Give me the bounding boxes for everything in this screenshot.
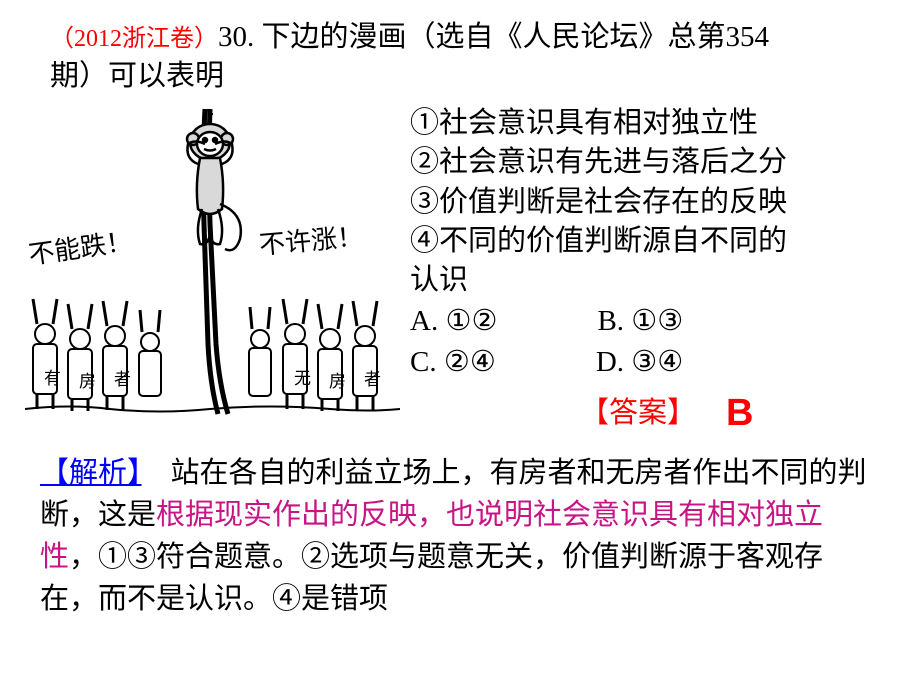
explanation-block: 【解析】 站在各自的利益立场上，有房者和无房者作出不同的判断，这是根据现实作出的… xyxy=(0,440,920,620)
svg-text:者: 者 xyxy=(364,370,381,389)
option-3: ③价值判断是社会存在的反映 xyxy=(410,183,910,222)
option-4b: 认识 xyxy=(410,261,910,300)
cartoon-right-shout: 不许涨！ xyxy=(258,222,364,260)
question-line1: 30. 下边的漫画（选自《人民论坛》总第354 xyxy=(218,21,769,53)
choice-b: B. ①③ xyxy=(597,302,683,341)
explanation-label: 【解析】 xyxy=(40,457,142,489)
option-1: ①社会意识具有相对独立性 xyxy=(410,104,910,143)
svg-text:者: 者 xyxy=(114,370,131,389)
option-2: ②社会意识有先进与落后之分 xyxy=(410,143,910,182)
cartoon-left-label: 有 xyxy=(44,369,61,388)
answer-label: 【答案】 xyxy=(580,394,696,433)
question-header: （2012浙江卷）30. 下边的漫画（选自《人民论坛》总第354 期）可以表明 xyxy=(0,0,920,96)
answer-value: B xyxy=(726,388,753,439)
cartoon-right-label: 无 xyxy=(294,369,311,388)
explanation-suffix: ，①③符合题意。②选项与题意无关，价值判断源于客观存在，而不是认识。④是错项 xyxy=(40,541,823,615)
choice-c: C. ②④ xyxy=(410,343,496,382)
svg-text:房: 房 xyxy=(329,372,346,391)
exam-source: （2012浙江卷） xyxy=(50,26,218,52)
svg-text:房: 房 xyxy=(79,372,96,391)
option-4a: ④不同的价值判断源自不同的 xyxy=(410,222,910,261)
options-block: ①社会意识具有相对独立性 ②社会意识有先进与落后之分 ③价值判断是社会存在的反映… xyxy=(405,104,910,439)
choices-row-2: C. ②④ D. ③④ xyxy=(410,343,910,382)
cartoon-illustration: 不能跌！ 不许涨！ 有 房 者 无 房 者 xyxy=(10,104,405,424)
choices-row-1: A. ①② B. ①③ xyxy=(410,302,910,341)
choice-a: A. ①② xyxy=(410,302,497,341)
cartoon-left-shout: 不能跌！ xyxy=(27,227,134,270)
choice-d: D. ③④ xyxy=(596,343,683,382)
content-row: 不能跌！ 不许涨！ 有 房 者 无 房 者 ①社会意识具有相对独立性 ②社会意识… xyxy=(0,104,920,439)
answer-row: 【答案】 B xyxy=(410,388,910,439)
question-line2: 期）可以表明 xyxy=(50,57,880,96)
